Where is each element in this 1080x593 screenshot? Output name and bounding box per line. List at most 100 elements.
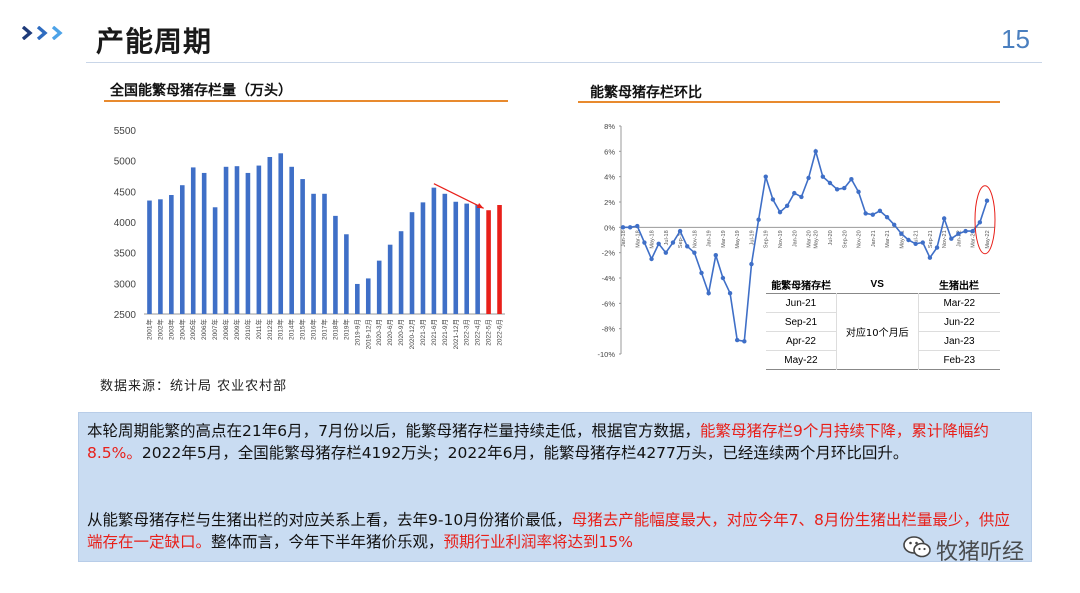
p2-text-highlight: 母猪去产能幅度最大，对应今年7、8月份生猪出栏量最少，供应端存在一定缺口。	[87, 511, 1010, 551]
data-point	[870, 212, 876, 217]
data-point	[970, 228, 975, 234]
commentary-box: 本轮周期能繁的高点在21年6月，7月份以后，能繁母猪存栏量持续走低，根据官方数据…	[78, 412, 1032, 562]
y-tick-label: 2%	[604, 198, 615, 207]
table-cell: May-22	[784, 354, 818, 366]
x-tick-label: 2020-3月	[375, 319, 383, 346]
bar	[431, 187, 437, 314]
bar	[365, 278, 371, 314]
x-tick-label: May-18	[650, 230, 656, 248]
watermark-text: 牧猪听经	[936, 540, 1025, 565]
data-point	[884, 215, 890, 220]
x-tick-label: 2022-6月	[496, 319, 504, 346]
data-point	[963, 228, 968, 234]
p2-text-highlight-2: 预期行业利润率将达到15%	[443, 533, 633, 551]
x-tick-label: Mar-18	[635, 230, 641, 247]
bar	[311, 193, 316, 314]
chevron-icon-1	[21, 26, 33, 40]
x-tick-label: Nov-21	[942, 230, 948, 248]
y-tick-label: -6%	[602, 299, 616, 308]
table-header-left: 能繁母猪存栏	[771, 281, 832, 292]
right-chart-rule	[578, 101, 1000, 103]
trend-arrow	[433, 183, 484, 209]
x-tick-label: 2019-9月	[353, 319, 361, 346]
data-point	[685, 244, 690, 249]
bar	[278, 153, 284, 314]
x-tick-label: 2006年	[199, 319, 208, 340]
table-header-right: 生猪出栏	[939, 281, 980, 292]
x-tick-label: 2005年	[188, 319, 197, 340]
data-point	[763, 174, 768, 179]
x-tick-label: Jan-21	[871, 230, 877, 247]
x-tick-label: 2015年	[298, 319, 307, 340]
x-tick-label: 2007年	[210, 319, 219, 340]
y-tick-label: -4%	[602, 274, 616, 283]
data-point	[934, 245, 940, 250]
x-tick-label: Sep-21	[928, 230, 934, 248]
data-point	[706, 291, 711, 296]
data-point	[977, 220, 983, 225]
x-tick-label: 2004年	[177, 319, 186, 340]
paragraph-1: 本轮周期能繁的高点在21年6月，7月份以后，能繁母猪存栏量持续走低，根据官方数据…	[87, 420, 1023, 464]
x-tick-label: 2021-6月	[430, 319, 438, 346]
bar	[267, 156, 273, 314]
bar	[453, 201, 459, 314]
bar	[376, 260, 382, 314]
data-point	[627, 225, 633, 230]
data-point	[834, 187, 840, 192]
bar	[398, 231, 404, 314]
left-chart-title: 全国能繁母猪存栏量（万头）	[110, 83, 292, 99]
data-point	[620, 225, 626, 230]
y-tick-label: 5500	[114, 126, 137, 137]
bar	[201, 172, 207, 314]
x-tick-label: 2017年	[320, 319, 329, 340]
x-tick-label: 2021-12月	[452, 319, 460, 349]
bar	[190, 167, 196, 314]
page-title: 产能周期	[96, 25, 213, 58]
bar	[333, 215, 338, 314]
x-tick-label: 2010年	[243, 319, 252, 340]
bar	[464, 203, 470, 314]
data-point	[734, 337, 740, 343]
bar	[147, 200, 152, 314]
y-tick-label: 6%	[604, 147, 615, 156]
x-tick-label: Jan-20	[792, 230, 798, 247]
data-point	[784, 203, 790, 208]
trend-arrow-head	[476, 203, 484, 209]
bar	[169, 195, 174, 314]
x-tick-label: Jan-18	[621, 230, 627, 247]
x-tick-label: Jul-21	[914, 230, 920, 245]
data-point	[827, 180, 833, 186]
y-tick-label: 5000	[114, 157, 137, 168]
data-point	[849, 177, 854, 182]
data-point	[727, 291, 733, 296]
table-cell: Jun-22	[918, 312, 1000, 332]
data-point	[699, 270, 704, 276]
x-tick-label: Mar-19	[721, 230, 727, 247]
x-tick-label: May-22	[985, 230, 991, 248]
x-tick-label: 2011年	[254, 319, 263, 340]
data-point	[920, 240, 925, 245]
header-divider	[86, 62, 1042, 63]
x-tick-label: 2012年	[265, 319, 274, 340]
x-tick-label: 2022-3月	[463, 319, 471, 346]
x-tick-label: 2022-4月	[474, 319, 482, 346]
data-point	[906, 237, 911, 243]
x-tick-label: Jul-18	[664, 230, 670, 245]
comparison-table: 能繁母猪存栏 VS 生猪出栏 Jun-21 对应10个月后 Mar-22 Sep…	[766, 276, 1000, 370]
x-tick-label: Mar-21	[885, 230, 891, 247]
x-tick-label: Jul-19	[749, 230, 755, 245]
data-point	[899, 231, 904, 236]
bar	[442, 193, 448, 314]
y-tick-label: 3500	[114, 249, 137, 260]
table-cell-middle: 对应10个月后	[835, 293, 919, 370]
x-tick-label: Jan-22	[956, 230, 962, 247]
bar	[234, 166, 240, 314]
data-point	[820, 174, 826, 179]
x-tick-label: 2021-9月	[441, 319, 449, 346]
table-cell: Feb-23	[943, 354, 976, 366]
data-point	[649, 256, 654, 262]
x-tick-label: 2001年	[144, 319, 153, 340]
x-tick-label: Nov-18	[692, 230, 698, 248]
